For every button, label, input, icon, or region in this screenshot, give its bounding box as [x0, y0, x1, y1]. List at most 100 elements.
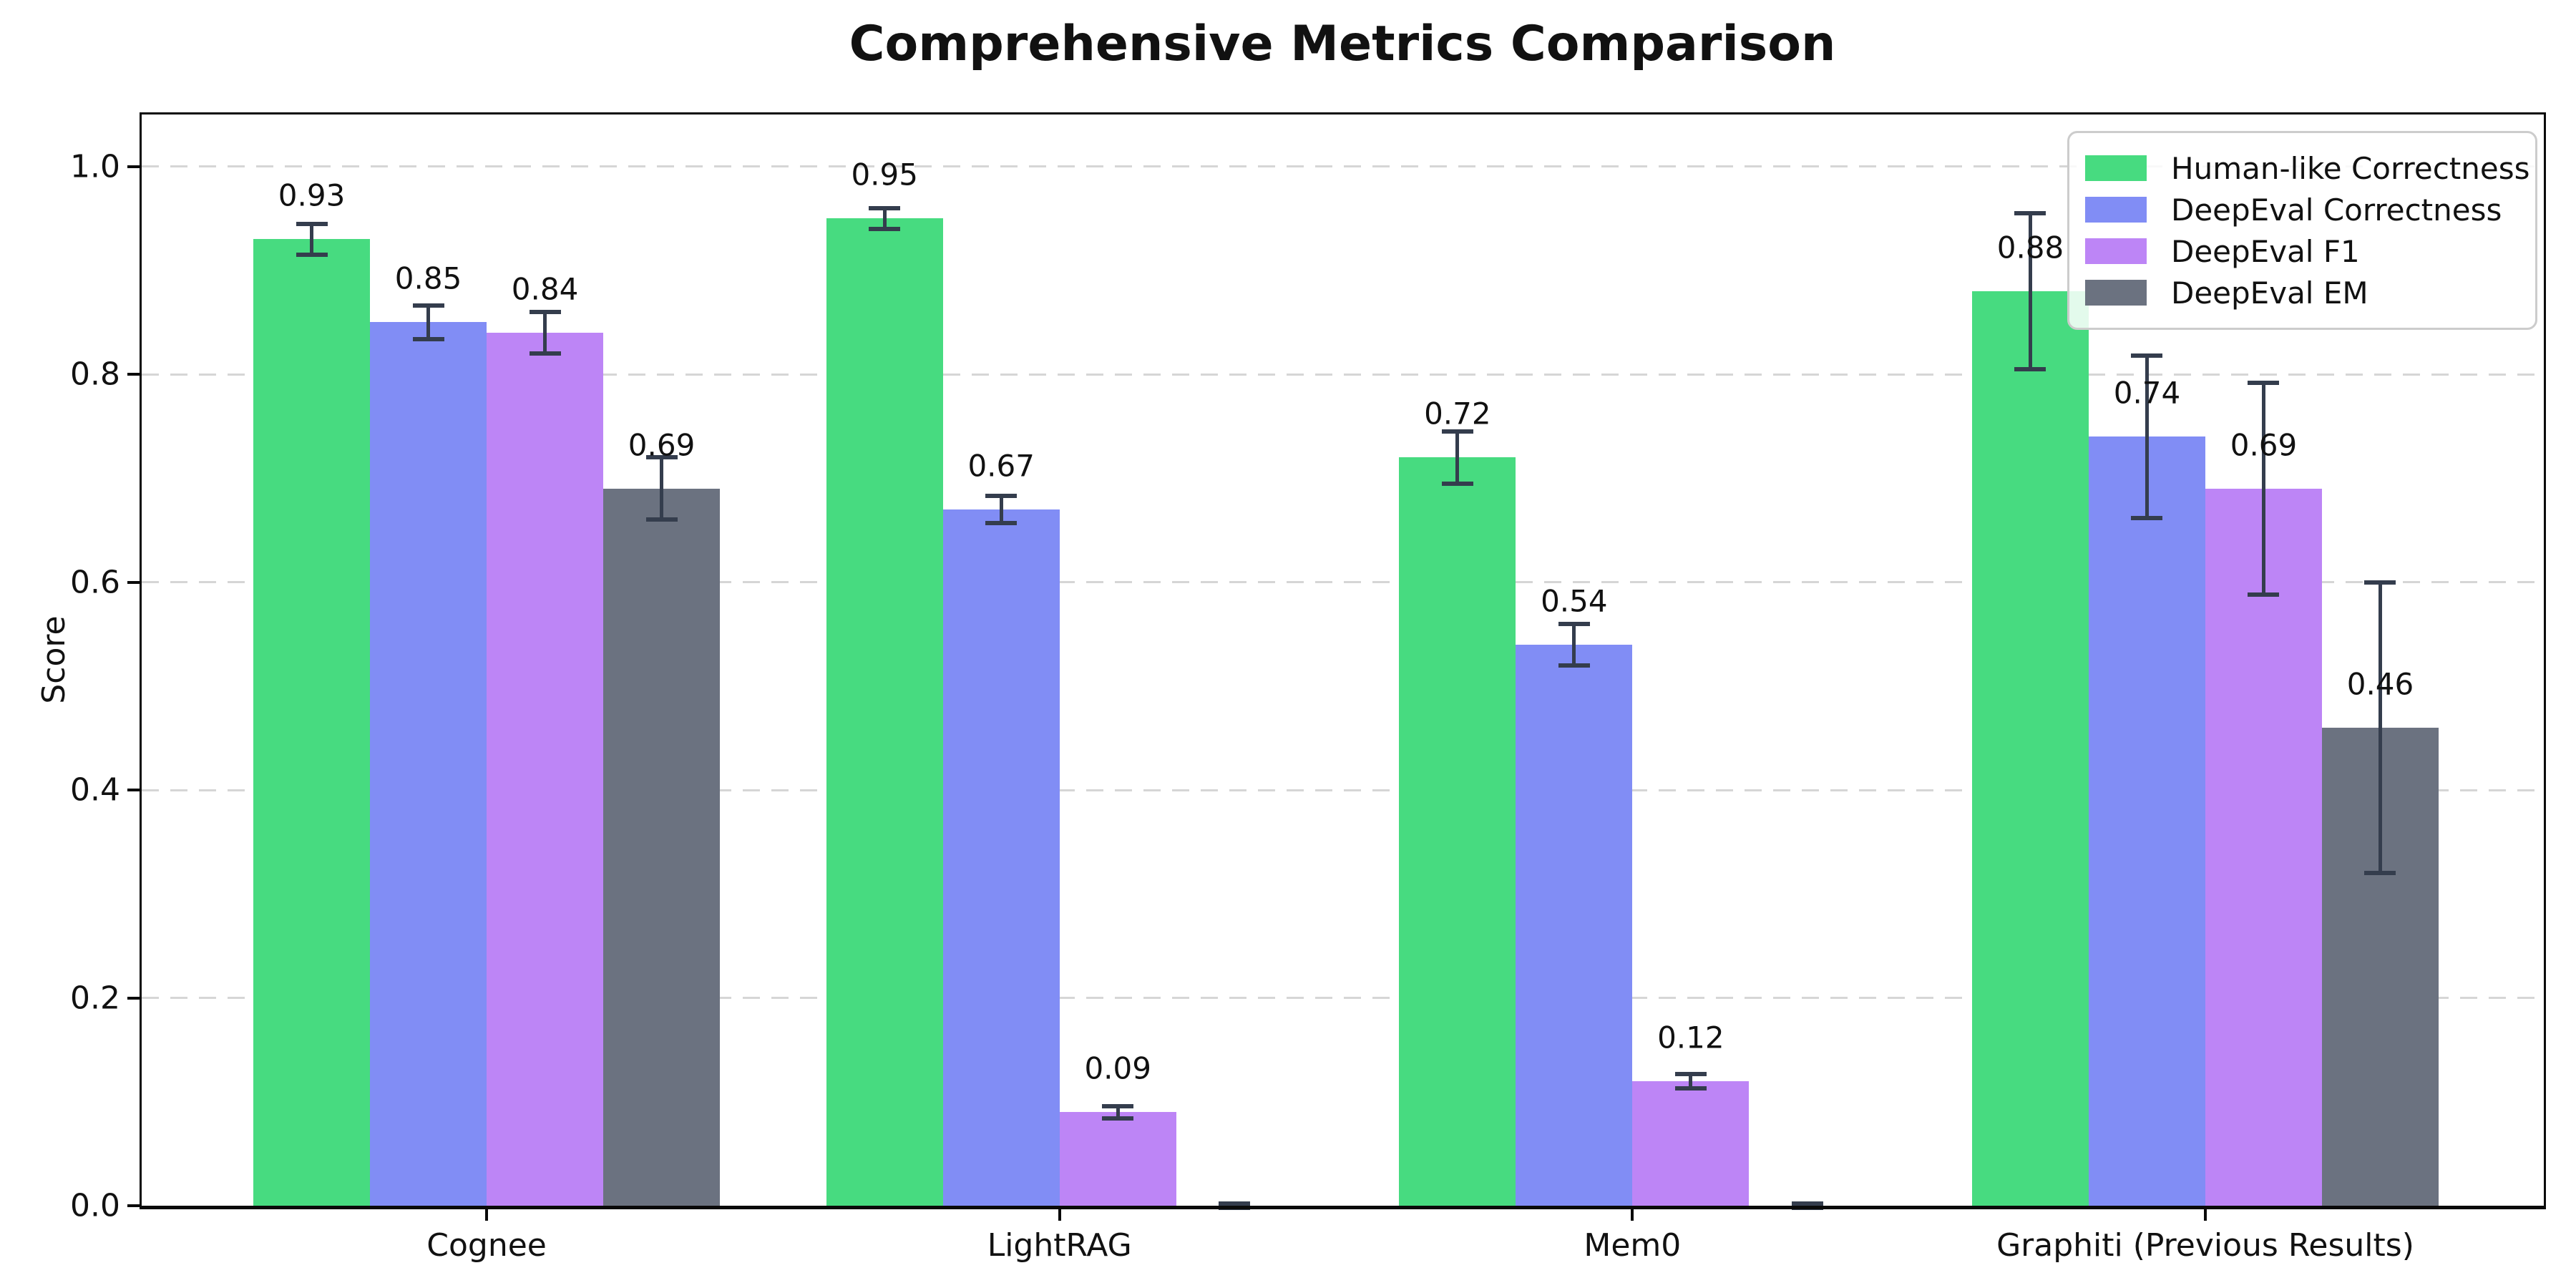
error-bar-cap-bottom — [2364, 871, 2396, 876]
y-tick-label: 1.0 — [70, 148, 120, 185]
error-bar-cap-top — [529, 309, 561, 314]
error-bar-cap-bottom — [645, 517, 678, 522]
error-bar-cap-bottom — [1441, 481, 1473, 486]
error-bar-cap-top — [985, 494, 1018, 499]
y-axis-label: Score — [36, 615, 73, 704]
bar-human-like-correctness — [1399, 457, 1516, 1206]
bar-value-label: 0.67 — [967, 448, 1035, 484]
y-tick-mark — [127, 580, 142, 584]
y-tick-mark — [127, 789, 142, 792]
error-bar-cap-bottom — [529, 351, 561, 356]
x-tick-mark — [485, 1209, 489, 1221]
y-tick-mark — [127, 996, 142, 1000]
error-bar-cap-top — [2014, 210, 2046, 215]
error-bar-cap-bottom — [1674, 1085, 1707, 1091]
error-bar-cap-top — [1674, 1071, 1707, 1076]
y-tick-label: 0.0 — [70, 1187, 120, 1224]
error-bar-cap-bottom — [2131, 515, 2163, 520]
error-bar-cap-bottom — [2014, 366, 2046, 371]
legend-item: DeepEval EM — [2085, 272, 2519, 313]
legend: Human-like Correctness DeepEval Correctne… — [2067, 131, 2537, 330]
legend-label: Human-like Correctness — [2171, 150, 2530, 186]
error-bar — [1455, 431, 1460, 484]
error-bar-cap-bottom — [985, 520, 1018, 525]
error-bar — [882, 208, 887, 229]
legend-item: DeepEval F1 — [2085, 230, 2519, 272]
bar-value-label: 0.72 — [1424, 396, 1491, 431]
y-tick-label: 0.6 — [70, 564, 120, 601]
x-tick-mark — [2203, 1209, 2207, 1221]
error-bar — [1116, 1106, 1120, 1118]
bar-value-label: 0.46 — [2346, 666, 2414, 702]
bar-deepeval-f1 — [2205, 488, 2322, 1206]
legend-swatch — [2085, 197, 2147, 223]
bar-value-label: 0.74 — [2113, 375, 2181, 411]
error-bar-cap-top — [1791, 1201, 1823, 1206]
error-bar — [2145, 355, 2149, 518]
bar-human-like-correctness — [253, 239, 371, 1206]
error-bar-cap-bottom — [1558, 663, 1590, 668]
bar-value-label: 0.84 — [511, 271, 579, 307]
error-bar-cap-bottom — [296, 253, 328, 258]
error-bar — [2028, 213, 2032, 369]
y-tick-label: 0.4 — [70, 771, 120, 809]
chart-title: Comprehensive Metrics Comparison — [849, 16, 1836, 72]
legend-swatch — [2085, 155, 2147, 181]
error-bar-cap-top — [2248, 380, 2280, 385]
gridline — [142, 997, 2544, 1000]
bar-value-label: 0.88 — [1996, 230, 2064, 265]
bar-deepeval-f1 — [1059, 1112, 1176, 1206]
legend-swatch — [2085, 238, 2147, 264]
bar-value-label: 0.69 — [628, 427, 696, 463]
error-bar-cap-top — [1558, 621, 1590, 626]
bar-value-label: 0.85 — [394, 260, 462, 296]
legend-label: DeepEval EM — [2171, 275, 2368, 311]
y-tick-mark — [127, 1204, 142, 1207]
bar-deepeval-correctness — [942, 509, 1060, 1206]
bar-value-label: 0.93 — [278, 177, 346, 213]
error-bar-cap-top — [2131, 353, 2163, 358]
error-bar — [2378, 582, 2382, 874]
error-bar-cap-top — [1441, 429, 1473, 434]
error-bar-cap-top — [645, 455, 678, 460]
error-bar-cap-bottom — [2248, 592, 2280, 597]
error-bar-cap-top — [869, 205, 901, 210]
bar-deepeval-f1 — [1632, 1080, 1750, 1206]
error-bar — [543, 311, 547, 354]
gridline — [142, 581, 2544, 584]
error-bar-cap-bottom — [869, 226, 901, 231]
error-bar — [426, 306, 431, 339]
bar-deepeval-correctness — [2088, 436, 2205, 1206]
y-tick-mark — [127, 165, 142, 168]
gridline — [142, 789, 2544, 791]
bar-human-like-correctness — [826, 218, 943, 1206]
error-bar — [999, 496, 1003, 523]
error-bar-cap-bottom — [1791, 1205, 1823, 1210]
bar-value-label: 0.12 — [1657, 1020, 1724, 1055]
legend-label: DeepEval Correctness — [2171, 192, 2502, 228]
bar-deepeval-correctness — [1516, 644, 1633, 1206]
error-bar — [2261, 382, 2265, 595]
gridline — [142, 165, 2544, 168]
error-bar-cap-bottom — [1102, 1116, 1134, 1121]
error-bar-cap-top — [1102, 1103, 1134, 1108]
error-bar — [660, 457, 664, 520]
x-category-label: LightRAG — [987, 1227, 1132, 1264]
bar-value-label: 0.54 — [1541, 583, 1608, 619]
legend-swatch — [2085, 280, 2147, 306]
error-bar — [1689, 1073, 1693, 1088]
bar-deepeval-f1 — [487, 333, 604, 1206]
bar-deepeval-correctness — [370, 322, 487, 1206]
error-bar — [1572, 623, 1576, 665]
y-tick-label: 0.2 — [70, 980, 120, 1017]
x-tick-mark — [1631, 1209, 1634, 1221]
error-bar — [310, 223, 314, 255]
error-bar-cap-top — [2364, 580, 2396, 585]
bar-human-like-correctness — [1971, 291, 2089, 1206]
legend-item: DeepEval Correctness — [2085, 189, 2519, 230]
error-bar-cap-bottom — [412, 336, 444, 341]
legend-label: DeepEval F1 — [2171, 233, 2360, 269]
x-tick-mark — [1058, 1209, 1061, 1221]
error-bar-cap-bottom — [1219, 1205, 1251, 1210]
